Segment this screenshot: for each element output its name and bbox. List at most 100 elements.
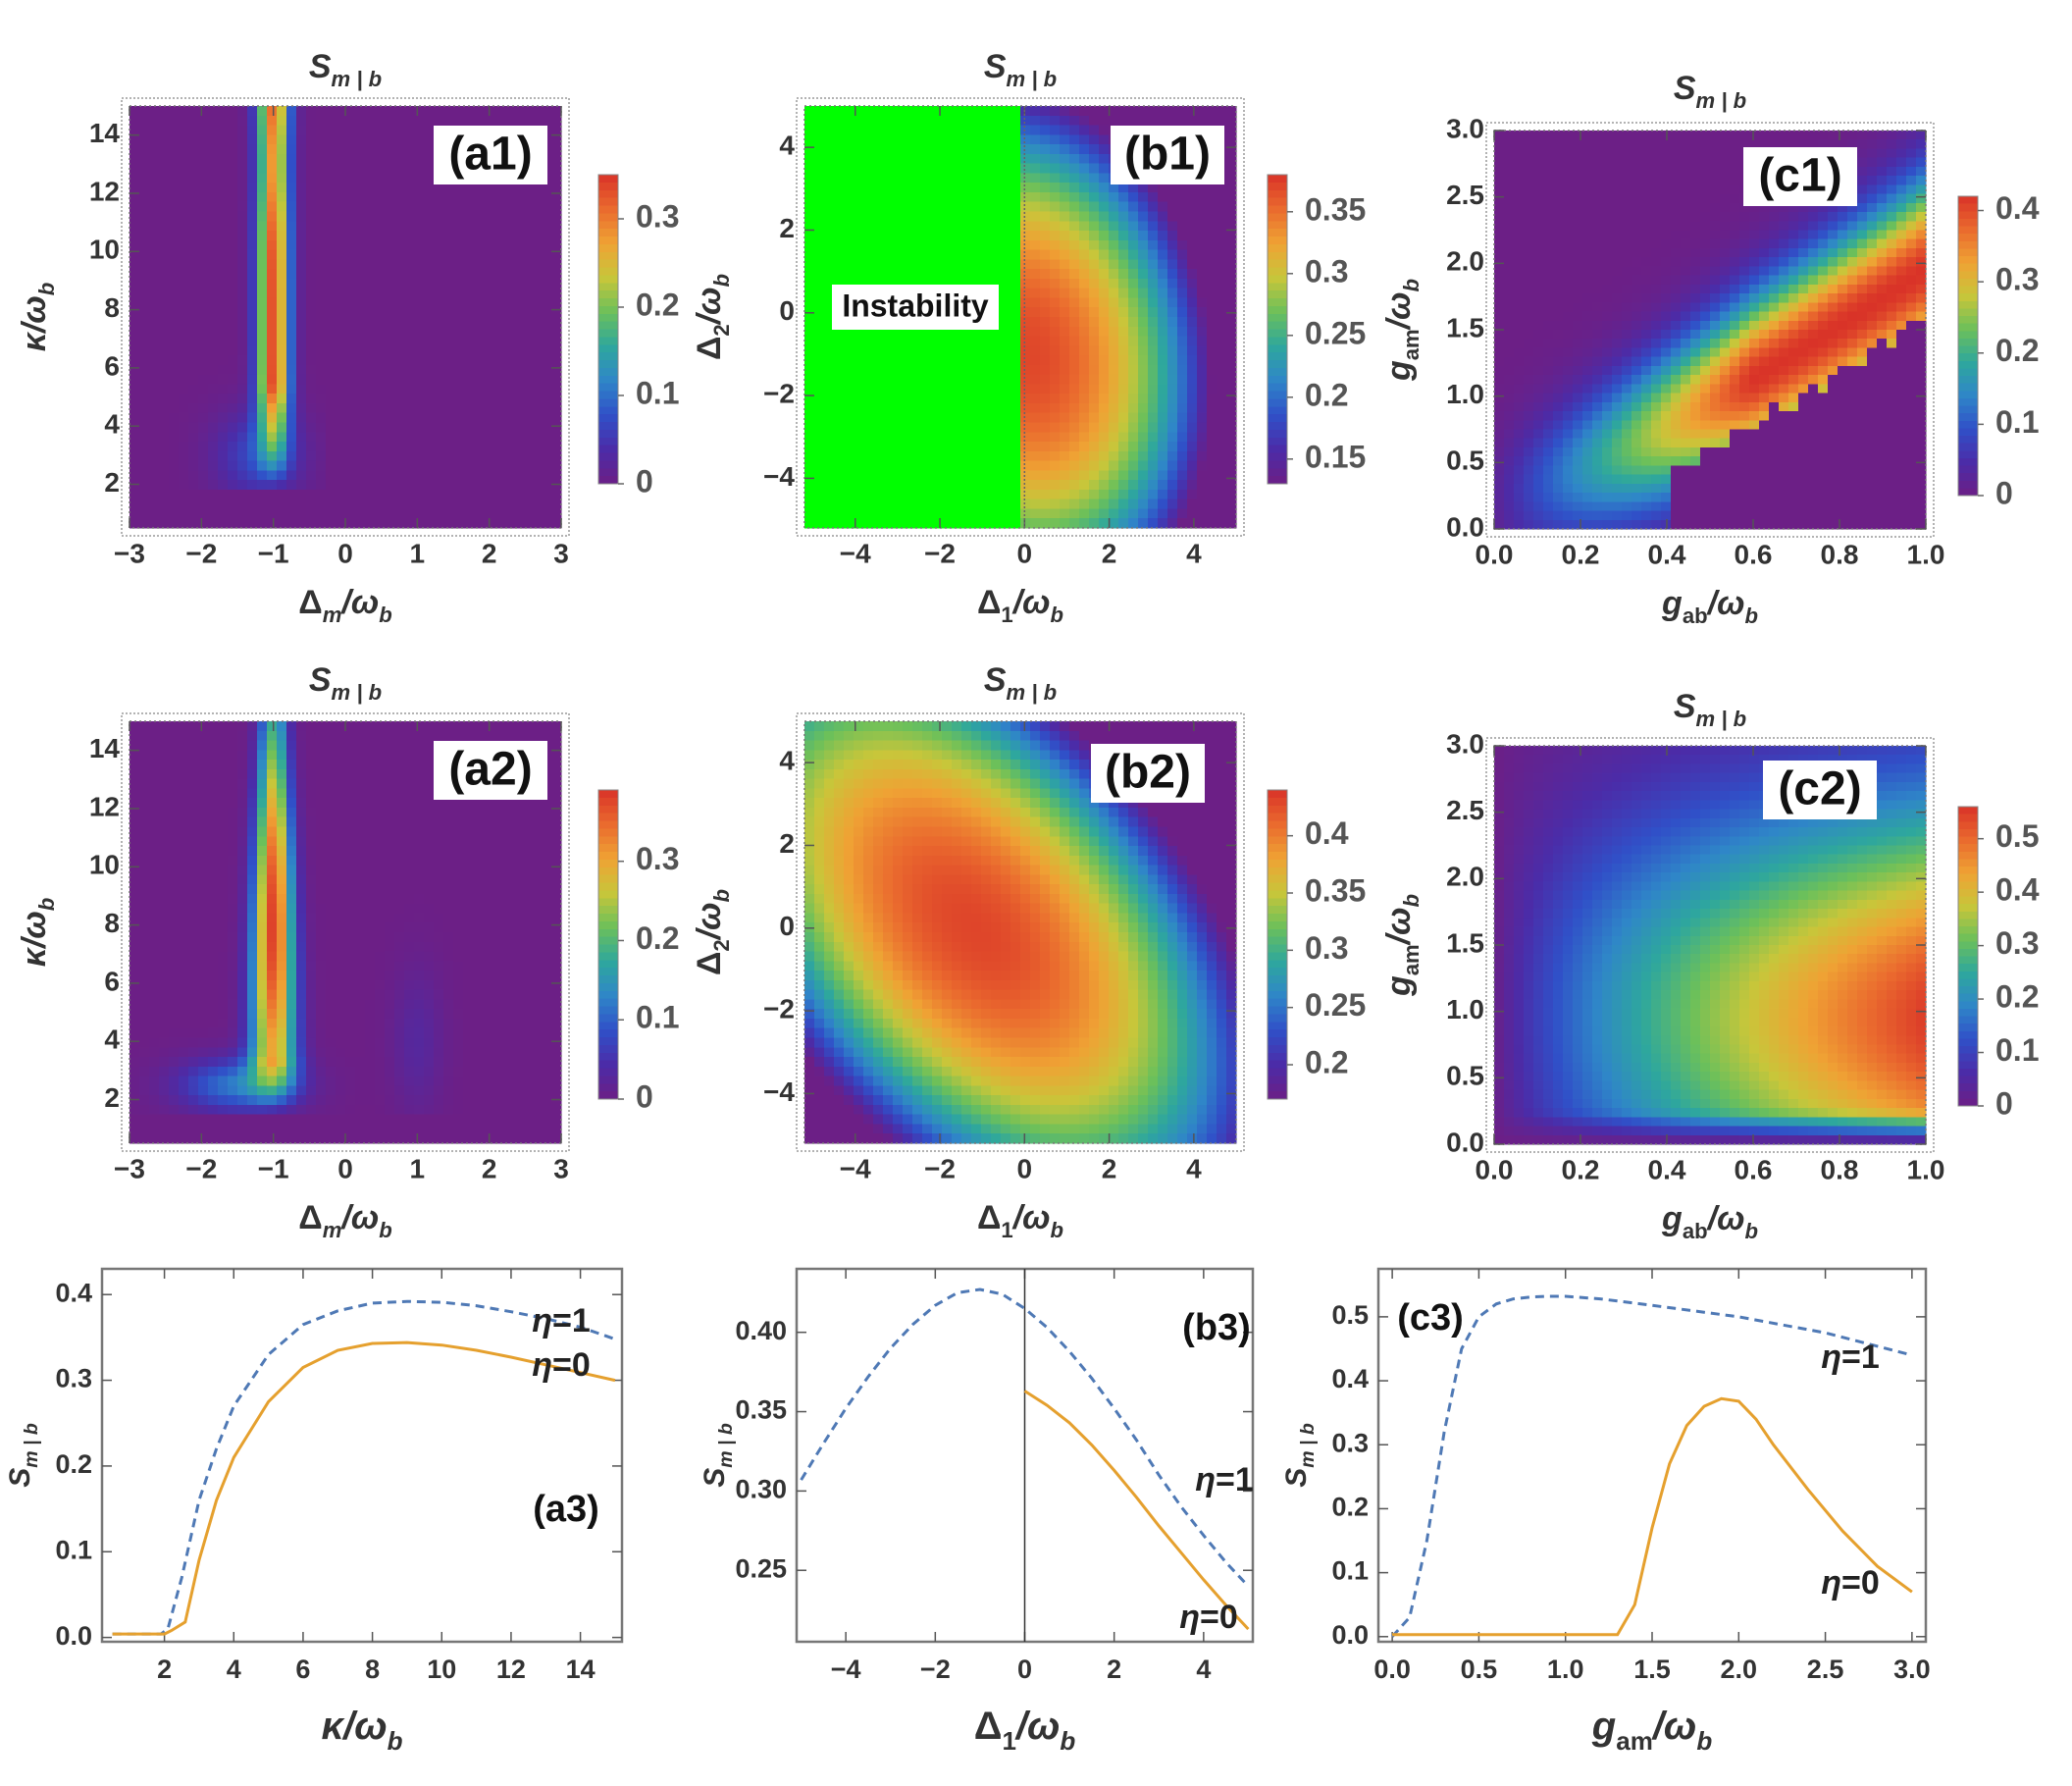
- a1-heat-cell: [522, 307, 533, 318]
- c1-heat-cell: [1524, 148, 1534, 159]
- a1-heat-cell: [159, 508, 170, 519]
- c1-heat-cell: [1533, 339, 1544, 349]
- a1-heat-cell: [424, 134, 435, 145]
- a1-heat-cell: [375, 125, 386, 135]
- a1-colorbar-label: 0: [636, 463, 653, 499]
- a1-heat-cell: [326, 508, 337, 519]
- a1-heat-cell: [306, 134, 317, 145]
- b1-heat-cell: [893, 183, 904, 193]
- a1-heat-cell: [316, 499, 327, 510]
- a1-heat-cell: [208, 183, 219, 193]
- a1-heat-cell: [355, 518, 366, 529]
- a1-heat-cell: [237, 231, 248, 241]
- a1-heat-cell: [345, 297, 356, 308]
- a1-heat-cell: [296, 231, 307, 241]
- c1-heat-cell: [1563, 275, 1574, 286]
- a1-heat-cell: [414, 450, 425, 462]
- a1-heat-cell: [296, 173, 307, 184]
- b1-heat-cell: [981, 249, 992, 260]
- a1-heat-cell: [316, 153, 327, 165]
- b1-heat-cell: [1040, 307, 1051, 318]
- b1-heat-cell: [1020, 269, 1031, 280]
- b1-heat-cell: [834, 432, 845, 443]
- b1-heat-cell: [1128, 384, 1139, 394]
- a1-heat-cell: [257, 191, 268, 203]
- a1-heat-cell: [139, 345, 150, 356]
- a1-heat-cell: [483, 422, 493, 433]
- a1-heat-cell: [345, 115, 356, 127]
- a1-heat-cell: [365, 355, 376, 366]
- a1-heat-cell: [542, 239, 552, 251]
- c1-heat-cell: [1622, 157, 1632, 168]
- b1-heat-cell: [1148, 345, 1159, 356]
- b1-heat-cell: [1118, 470, 1129, 481]
- c1-heat-cell: [1524, 284, 1534, 294]
- c1-heat-cell: [1533, 238, 1544, 249]
- a1-heat-cell: [306, 470, 317, 481]
- a1-heat-cell: [188, 460, 199, 471]
- b1-heat-cell: [1040, 259, 1051, 270]
- a1-heat-cell: [326, 336, 337, 346]
- a1-heat-cell: [237, 326, 248, 338]
- a1-heat-cell: [375, 402, 386, 414]
- c1-heat-cell: [1494, 465, 1505, 476]
- b1-heat-cell: [1158, 288, 1168, 299]
- b1-heat-cell: [1226, 173, 1237, 184]
- c1-heat-cell: [1632, 483, 1642, 494]
- b1-heat-cell: [991, 163, 1002, 175]
- a1-heat-cell: [345, 134, 356, 145]
- b1-heat-cell: [1177, 249, 1188, 260]
- b1-ytick-label: 4: [779, 131, 795, 161]
- b1-heat-cell: [873, 326, 884, 338]
- b1-heat-cell: [1148, 201, 1159, 213]
- a1-heat-cell: [483, 355, 493, 366]
- b1-heat-cell: [1177, 239, 1188, 251]
- b1-heat-cell: [804, 317, 815, 328]
- b1-heat-cell: [854, 211, 864, 222]
- c1-heat-cell: [1622, 221, 1632, 232]
- b1-heat-cell: [834, 153, 845, 165]
- a1-heat-cell: [179, 221, 189, 232]
- b1-heat-cell: [1148, 297, 1159, 308]
- a1-heat-cell: [159, 153, 170, 165]
- b1-heat-cell: [1128, 499, 1139, 510]
- a1-heat-cell: [316, 442, 327, 452]
- a1-heat-cell: [492, 355, 503, 366]
- c1-heat-cell: [1573, 148, 1583, 159]
- b1-heat-cell: [912, 499, 923, 510]
- b1-heat-cell: [1020, 355, 1031, 366]
- c1-heat-cell: [1632, 474, 1642, 485]
- b1-heat-cell: [1138, 201, 1149, 213]
- a1-heat-cell: [443, 355, 454, 366]
- a1-heat-cell: [473, 106, 484, 117]
- b1-heat-cell: [1001, 297, 1011, 308]
- b1-heat-cell: [1226, 115, 1237, 127]
- b1-heat-cell: [1050, 326, 1061, 338]
- b1-heat-cell: [1050, 201, 1061, 213]
- a1-heat-cell: [424, 221, 435, 232]
- b1-heat-cell: [1010, 134, 1021, 145]
- c1-heat-cell: [1514, 446, 1525, 457]
- c1-heat-cell: [1661, 320, 1672, 331]
- b1-heat-cell: [942, 374, 953, 386]
- b1-heat-cell: [1060, 249, 1070, 260]
- a1-heat-cell: [443, 364, 454, 376]
- b1-heat-cell: [1089, 191, 1100, 203]
- b1-heat-cell: [1040, 183, 1051, 193]
- a1-heat-cell: [267, 402, 278, 414]
- a1-heat-cell: [218, 297, 229, 308]
- b1-heat-cell: [971, 518, 982, 529]
- a1-heat-cell: [365, 115, 376, 127]
- a1-heat-cell: [424, 249, 435, 260]
- a1-heat-cell: [267, 317, 278, 328]
- b1-heat-cell: [824, 355, 835, 366]
- a1-heat-cell: [237, 470, 248, 481]
- b1-heat-cell: [1050, 191, 1061, 203]
- b1-heat-cell: [1079, 355, 1090, 366]
- b1-heat-cell: [1099, 163, 1110, 175]
- b1-heat-cell: [1030, 249, 1041, 260]
- a1-heat-cell: [208, 432, 219, 443]
- b1-heat-cell: [1060, 442, 1070, 452]
- c1-heat-cell: [1563, 420, 1574, 431]
- a1-heat-cell: [345, 191, 356, 203]
